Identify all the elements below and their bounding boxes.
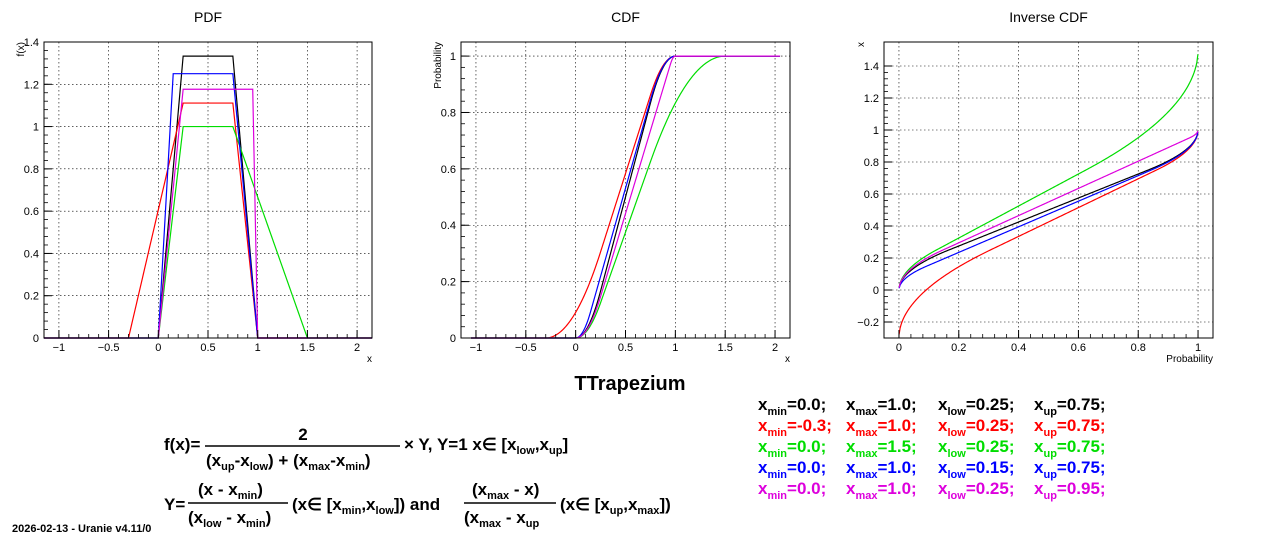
legend-entry: xlow=0.25; xyxy=(938,479,1015,502)
y-tick-label: 1 xyxy=(450,51,456,63)
y-tick-label: 1 xyxy=(873,125,879,137)
formula-range2: (x∈ [xmin,xlow]) and xyxy=(292,495,440,517)
chart-title: CDF xyxy=(611,9,640,25)
series-line xyxy=(898,132,1199,335)
legend-entry: xlow=0.25; xyxy=(938,395,1015,418)
legend-entry: xmax=1.0; xyxy=(846,458,917,481)
x-tick-label: −1 xyxy=(53,342,66,354)
chart-title: Inverse CDF xyxy=(1009,9,1088,25)
legend: xmin=0.0; xmax=1.0; xlow=0.25; xup=0.75; xmi… xyxy=(758,395,1106,502)
x-tick-label: 0 xyxy=(896,342,902,354)
legend-entry: xlow=0.25; xyxy=(938,416,1015,439)
y-tick-label: 0.8 xyxy=(441,107,456,119)
x-tick-label: 1 xyxy=(255,342,261,354)
legend-entry: xmin=0.0; xyxy=(758,395,826,418)
x-tick-label: 0 xyxy=(155,342,161,354)
y-tick-label: 1.4 xyxy=(864,61,879,73)
formula-numerator: 2 xyxy=(298,425,307,444)
x-tick-label: 2 xyxy=(354,342,360,354)
y-tick-label: 1.4 xyxy=(24,37,39,49)
x-tick-label: 1 xyxy=(672,342,678,354)
y-tick-label: 0.6 xyxy=(441,164,456,176)
y-tick-label: 0.2 xyxy=(441,277,456,289)
x-tick-label: −0.5 xyxy=(515,342,537,354)
formula-frac2-num: (x - xmin) xyxy=(198,480,263,502)
series-line xyxy=(898,54,1199,288)
formula-lhs: f(x)= xyxy=(164,435,200,454)
chart-panel-1: PDF −1 −0.5 0 0.5 1 1.5 2 0 0.2 0.4 0.6 0.8 1 1.2 1.4 x f… xyxy=(16,9,373,365)
legend-entry: xmax=1.0; xyxy=(846,395,917,418)
series-line xyxy=(898,131,1199,288)
formula-frac3-den: (xmax - xup xyxy=(464,508,539,530)
legend-entry: xmin=0.0; xyxy=(758,437,826,460)
legend-entry: xup=0.95; xyxy=(1034,479,1106,502)
formula-frac2-den: (xlow - xmin) xyxy=(188,508,271,530)
x-tick-label: −1 xyxy=(470,342,483,354)
chart-panel-3: Inverse CDF 0 0.2 0.4 0.6 0.8 1 −0.2 0 0.2 0.4 0.6 0… xyxy=(856,9,1214,365)
legend-entry: xup=0.75; xyxy=(1034,395,1106,418)
y-tick-label: 0.4 xyxy=(441,220,456,232)
legend-entry: xmax=1.0; xyxy=(846,416,917,439)
legend-entry: xmin=0.0; xyxy=(758,458,826,481)
legend-entry: xmin=0.0; xyxy=(758,479,826,502)
y-tick-label: 0 xyxy=(33,333,39,345)
plot-frame xyxy=(883,41,1214,339)
x-tick-label: 0.8 xyxy=(1131,342,1146,354)
y-tick-label: 0.2 xyxy=(864,253,879,265)
x-tick-label: 0.2 xyxy=(951,342,966,354)
y-tick-label: 0.6 xyxy=(24,206,39,218)
y-tick-label: 1 xyxy=(33,122,39,134)
y-axis-label: f(x) xyxy=(16,42,27,56)
y-tick-label: 0.4 xyxy=(24,248,39,260)
legend-entry: xup=0.75; xyxy=(1034,437,1106,460)
y-tick-label: 0.8 xyxy=(24,164,39,176)
x-tick-label: 0.5 xyxy=(618,342,633,354)
legend-entry: xlow=0.25; xyxy=(938,437,1015,460)
x-tick-label: 1.5 xyxy=(300,342,315,354)
formula-block: f(x)= 2 (xup-xlow) + (xmax-xmin) × Y, Y=… xyxy=(164,425,671,530)
version-stamp: 2026-02-13 - Uranie v4.11/0 xyxy=(12,523,151,535)
main-title: TTrapezium xyxy=(574,373,685,395)
x-tick-label: 1.5 xyxy=(718,342,733,354)
y-tick-label: 0 xyxy=(873,285,879,297)
x-tick-label: 2 xyxy=(772,342,778,354)
series-line xyxy=(898,132,1199,289)
x-axis-label: Probability xyxy=(1166,354,1213,365)
y-tick-label: −0.2 xyxy=(857,317,879,329)
chart-panels: PDF −1 −0.5 0 0.5 1 1.5 2 0 0.2 0.4 0.6 0.8 1 1.2 1.4 x f… xyxy=(16,9,1214,365)
y-axis-label: x xyxy=(856,42,867,47)
y-tick-label: 1.2 xyxy=(24,79,39,91)
x-tick-label: 0.5 xyxy=(200,342,215,354)
legend-entry: xmin=-0.3; xyxy=(758,416,832,439)
formula-y-lhs: Y= xyxy=(164,495,185,514)
y-tick-label: 1.2 xyxy=(864,93,879,105)
x-tick-label: −0.5 xyxy=(98,342,120,354)
formula-denominator: (xup-xlow) + (xmax-xmin) xyxy=(206,451,371,473)
x-tick-label: 0 xyxy=(573,342,579,354)
x-tick-label: 0.6 xyxy=(1071,342,1086,354)
chart-panel-2: CDF −1 −0.5 0 0.5 1 1.5 2 0 0.2 0.4 0.6 0.8 1 x Probabi… xyxy=(433,9,791,365)
formula-range: × Y, Y=1 x∈ [xlow,xup] xyxy=(404,435,568,457)
legend-entry: xmax=1.0; xyxy=(846,479,917,502)
y-tick-label: 0 xyxy=(450,333,456,345)
x-tick-label: 0.4 xyxy=(1011,342,1026,354)
y-tick-label: 0.4 xyxy=(864,221,879,233)
series-line xyxy=(898,130,1199,288)
x-axis-label: x xyxy=(785,354,790,365)
y-tick-label: 0.2 xyxy=(24,291,39,303)
x-axis-label: x xyxy=(367,354,372,365)
y-tick-label: 0.6 xyxy=(864,189,879,201)
formula-frac3-num: (xmax - x) xyxy=(472,480,539,502)
legend-entry: xlow=0.15; xyxy=(938,458,1015,481)
legend-entry: xup=0.75; xyxy=(1034,416,1106,439)
x-tick-label: 1 xyxy=(1195,342,1201,354)
legend-entry: xmax=1.5; xyxy=(846,437,917,460)
formula-range3: (x∈ [xup,xmax]) xyxy=(560,495,671,517)
y-axis-label: Probability xyxy=(433,42,444,89)
y-tick-label: 0.8 xyxy=(864,157,879,169)
legend-entry: xup=0.75; xyxy=(1034,458,1106,481)
chart-title: PDF xyxy=(194,9,222,25)
